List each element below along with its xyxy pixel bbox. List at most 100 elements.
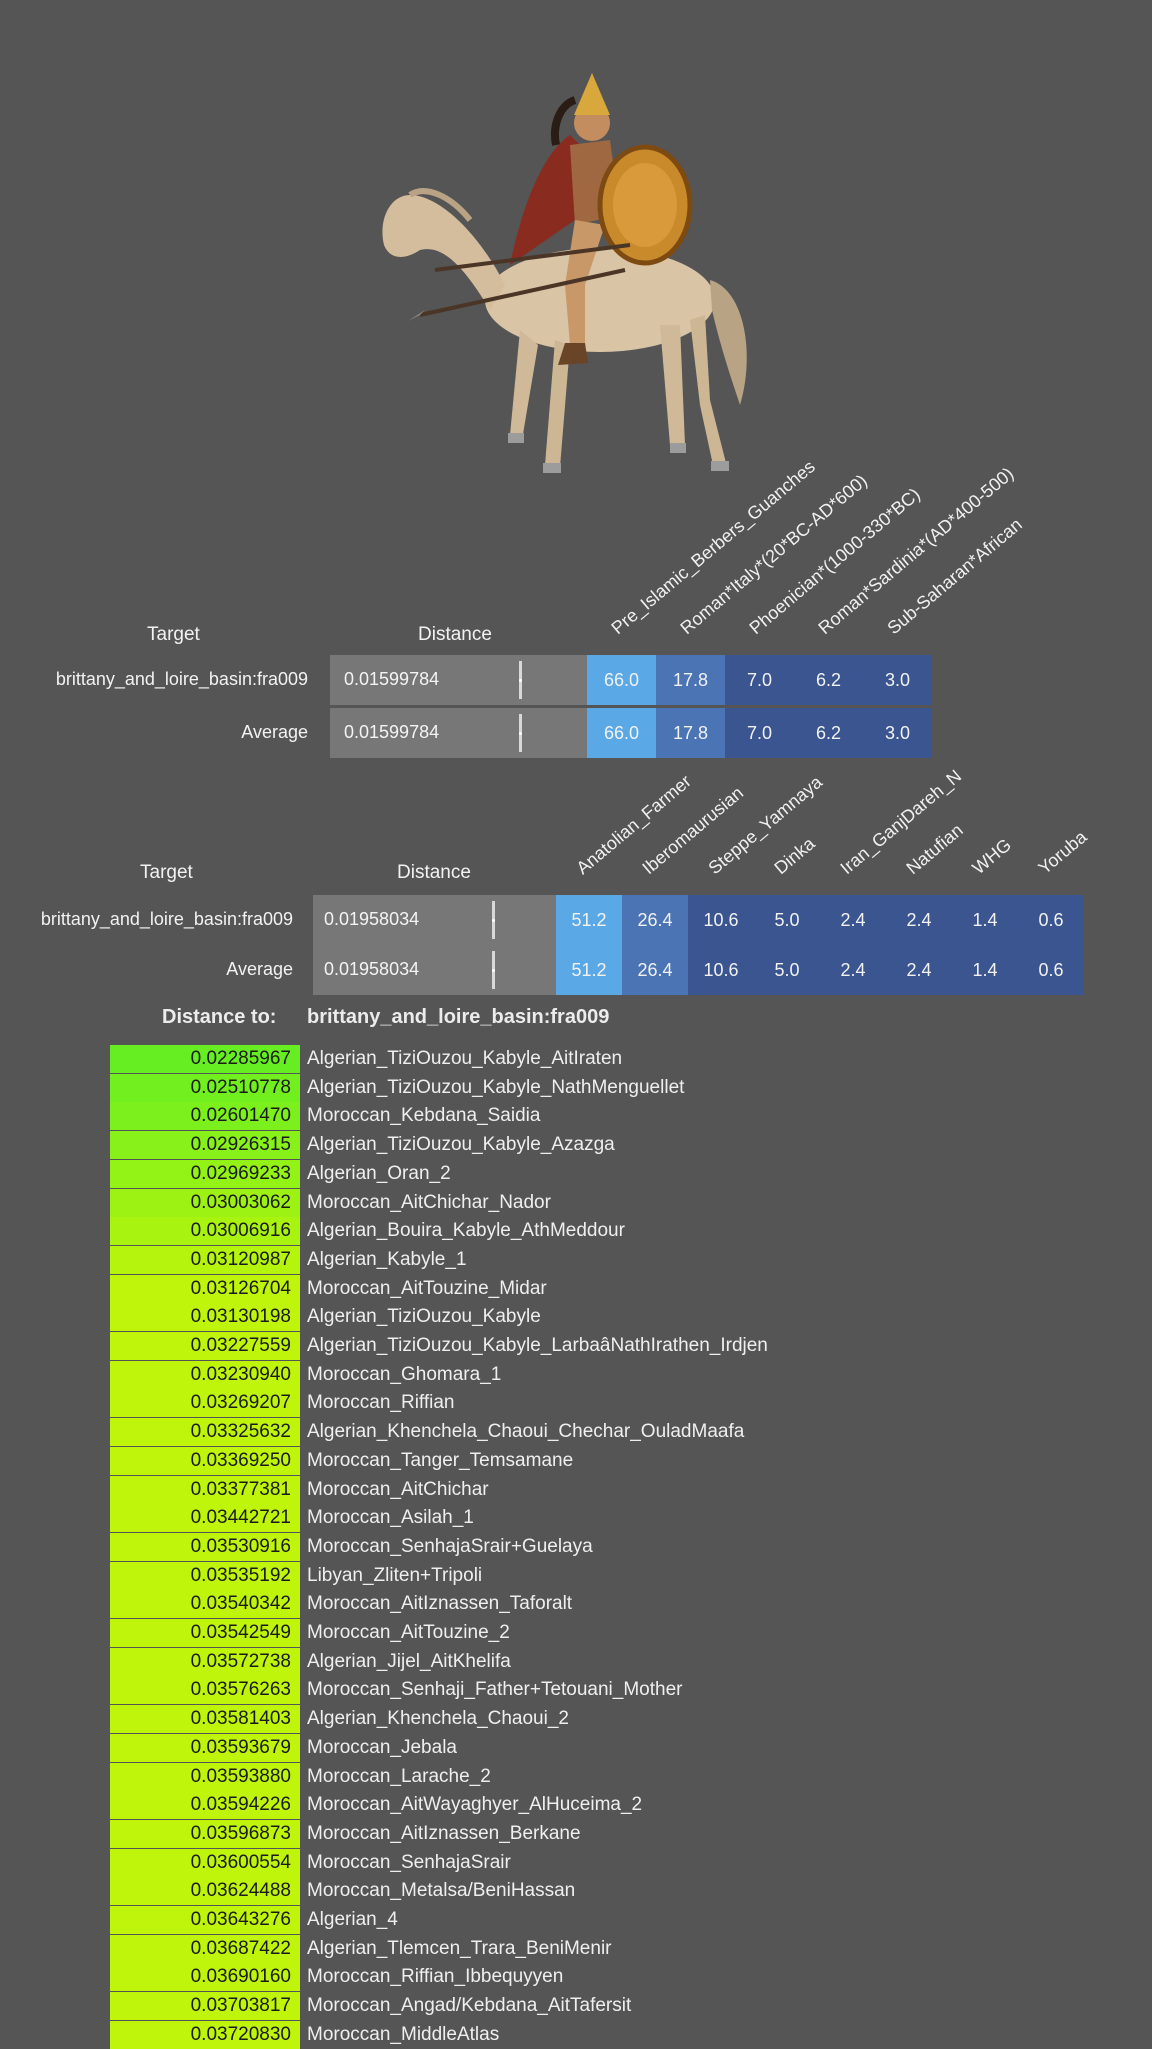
distance-value: 0.01958034: [324, 909, 420, 929]
list-item: 0.03593880 Moroccan_Larache_2: [110, 1762, 1110, 1791]
admixture-cell: 2.4: [886, 895, 952, 945]
admixture-cell: 51.2: [556, 895, 622, 945]
distance-value: 0.03581403: [110, 1705, 300, 1734]
distance-value: 0.03535192: [110, 1561, 300, 1590]
population-name: Algerian_TiziOuzou_Kabyle_AitIraten: [307, 1048, 623, 1069]
column-label: Iran_GanjDareh_N: [836, 765, 966, 879]
population-name: Moroccan_AitTouzine_Midar: [307, 1277, 547, 1299]
column-label: Anatolian_Farmer: [572, 770, 695, 879]
population-name: Algerian_TiziOuzou_Kabyle_NathMenguellet: [307, 1076, 685, 1098]
list-item: 0.03130198 Algerian_TiziOuzou_Kabyle: [110, 1303, 1110, 1332]
list-item: 0.02969233 Algerian_Oran_2: [110, 1159, 1110, 1188]
admixture-cell: 2.4: [820, 945, 886, 995]
distance-value: 0.03130198: [110, 1303, 300, 1332]
distance-value: 0.03593880: [110, 1762, 300, 1791]
population-name: Moroccan_Jebala: [307, 1736, 457, 1758]
distance-value: 0.03126704: [110, 1274, 300, 1303]
list-item: 0.03572738 Algerian_Jijel_AitKhelifa: [110, 1647, 1110, 1676]
list-item: 0.03120987 Algerian_Kabyle_1: [110, 1245, 1110, 1274]
list-item: 0.03600554 Moroccan_SenhajaSrair: [110, 1848, 1110, 1877]
population-name: Moroccan_AitChichar_Nador: [307, 1191, 551, 1213]
list-item: 0.03703817 Moroccan_Angad/Kebdana_AitTafe…: [110, 1992, 1110, 2021]
admixture-cell: 6.2: [794, 655, 863, 705]
list-item: 0.03643276 Algerian_4: [110, 1906, 1110, 1934]
distance-value: 0.01958034: [324, 959, 420, 979]
population-name: Moroccan_Larache_2: [307, 1765, 491, 1787]
list-item: 0.03227559 Algerian_TiziOuzou_Kabyle_Larb…: [110, 1332, 1110, 1360]
list-item: 0.03593679 Moroccan_Jebala: [110, 1733, 1110, 1762]
admixture-cell: 26.4: [622, 895, 688, 945]
admixture-cell: 1.4: [952, 945, 1018, 995]
admixture-cell: 26.4: [622, 945, 688, 995]
distance-value: 0.03120987: [110, 1245, 300, 1274]
distance-value: 0.03593679: [110, 1733, 300, 1762]
distance-value: 0.03594226: [110, 1791, 300, 1820]
list-item: 0.03540342 Moroccan_AitIznassen_Taforalt: [110, 1590, 1110, 1619]
distance-dot: [492, 919, 495, 922]
column-label: Steppe_Yamnaya: [704, 771, 826, 879]
population-name: Moroccan_Asilah_1: [307, 1507, 474, 1529]
distance-value: 0.03006916: [110, 1217, 300, 1246]
column-label: Dinka: [770, 833, 819, 879]
admixture-cell: 66.0: [587, 708, 656, 758]
list-item: 0.03530916 Moroccan_SenhajaSrair+Guelaya: [110, 1532, 1110, 1561]
list-item: 0.03596873 Moroccan_AitIznassen_Berkane: [110, 1819, 1110, 1848]
list-item: 0.03624488 Moroccan_Metalsa/BeniHassan: [110, 1877, 1110, 1906]
distance-value: 0.03687422: [110, 1934, 300, 1963]
admixture-cell: 7.0: [725, 655, 794, 705]
admixture-cell: 10.6: [688, 895, 754, 945]
distance-value: 0.03377381: [110, 1475, 300, 1504]
distance-value: 0.03572738: [110, 1647, 300, 1676]
distance-value: 0.03542549: [110, 1619, 300, 1647]
population-name: Moroccan_Angad/Kebdana_AitTafersit: [307, 1995, 632, 2017]
distance-value: 0.03624488: [110, 1877, 300, 1906]
admixture-cell: 5.0: [754, 895, 820, 945]
distance-value: 0.03690160: [110, 1963, 300, 1992]
list-item: 0.03006916 Algerian_Bouira_Kabyle_AthMedd…: [110, 1217, 1110, 1246]
population-name: Moroccan_Senhaji_Father+Tetouani_Mother: [307, 1679, 683, 1701]
list-item: 0.03126704 Moroccan_AitTouzine_Midar: [110, 1274, 1110, 1303]
admixture-cell: 51.2: [556, 945, 622, 995]
distance-value: 0.01599784: [344, 669, 440, 689]
target-header: Target: [140, 862, 193, 883]
distance-value: 0.02969233: [110, 1159, 300, 1188]
population-name: Moroccan_Metalsa/BeniHassan: [307, 1880, 576, 1902]
list-item: 0.02285967 Algerian_TiziOuzou_Kabyle_AitI…: [110, 1045, 1110, 1073]
column-label: Yoruba: [1034, 826, 1091, 879]
distance-dot: [492, 969, 495, 972]
distance-value: 0.03600554: [110, 1848, 300, 1877]
distance-value: 0.03269207: [110, 1389, 300, 1418]
target-header: Target: [147, 624, 200, 645]
population-name: Algerian_Tlemcen_Trara_BeniMenir: [307, 1937, 612, 1959]
admixture-cell: 17.8: [656, 708, 725, 758]
admixture-cell: 7.0: [725, 708, 794, 758]
row-label: Average: [241, 722, 308, 742]
distance-cell: 0.01599784: [330, 708, 587, 758]
admixture-cell: 0.6: [1018, 895, 1084, 945]
distance-value: 0.03540342: [110, 1590, 300, 1619]
distance-value: 0.02601470: [110, 1102, 300, 1131]
population-name: Algerian_Jijel_AitKhelifa: [307, 1650, 511, 1672]
population-name: Moroccan_Tanger_Temsamane: [307, 1449, 574, 1471]
list-item: 0.03269207 Moroccan_Riffian: [110, 1389, 1110, 1418]
distance-cell: 0.01599784: [330, 655, 587, 705]
population-name: Moroccan_SenhajaSrair: [307, 1851, 511, 1873]
distance-to-target: brittany_and_loire_basin:fra009: [307, 1006, 610, 1028]
population-name: Moroccan_AitIznassen_Berkane: [307, 1822, 581, 1844]
population-name: Moroccan_MiddleAtlas: [307, 2023, 500, 2045]
list-item: 0.03576263 Moroccan_Senhaji_Father+Tetoua…: [110, 1676, 1110, 1705]
population-name: Algerian_Khenchela_Chaoui_Chechar_OuladM…: [307, 1421, 745, 1443]
population-name: Libyan_Zliten+Tripoli: [307, 1564, 483, 1586]
distance-value: 0.02510778: [110, 1073, 300, 1102]
list-item: 0.03690160 Moroccan_Riffian_Ibbequyyen: [110, 1963, 1110, 1992]
row-label: brittany_and_loire_basin:fra009: [40, 909, 293, 929]
population-name: Moroccan_AitTouzine_2: [307, 1622, 510, 1643]
distance-value: 0.03720830: [110, 2020, 300, 2049]
population-name: Moroccan_Kebdana_Saidia: [307, 1105, 541, 1127]
distance-cell: 0.01958034: [313, 945, 556, 995]
list-item: 0.03687422 Algerian_Tlemcen_Trara_BeniMen…: [110, 1934, 1110, 1963]
distance-value: 0.03227559: [110, 1332, 300, 1360]
admixture-cell: 17.8: [656, 655, 725, 705]
column-label: Natufian: [902, 819, 967, 879]
distance-to-label: Distance to:: [162, 1006, 277, 1028]
